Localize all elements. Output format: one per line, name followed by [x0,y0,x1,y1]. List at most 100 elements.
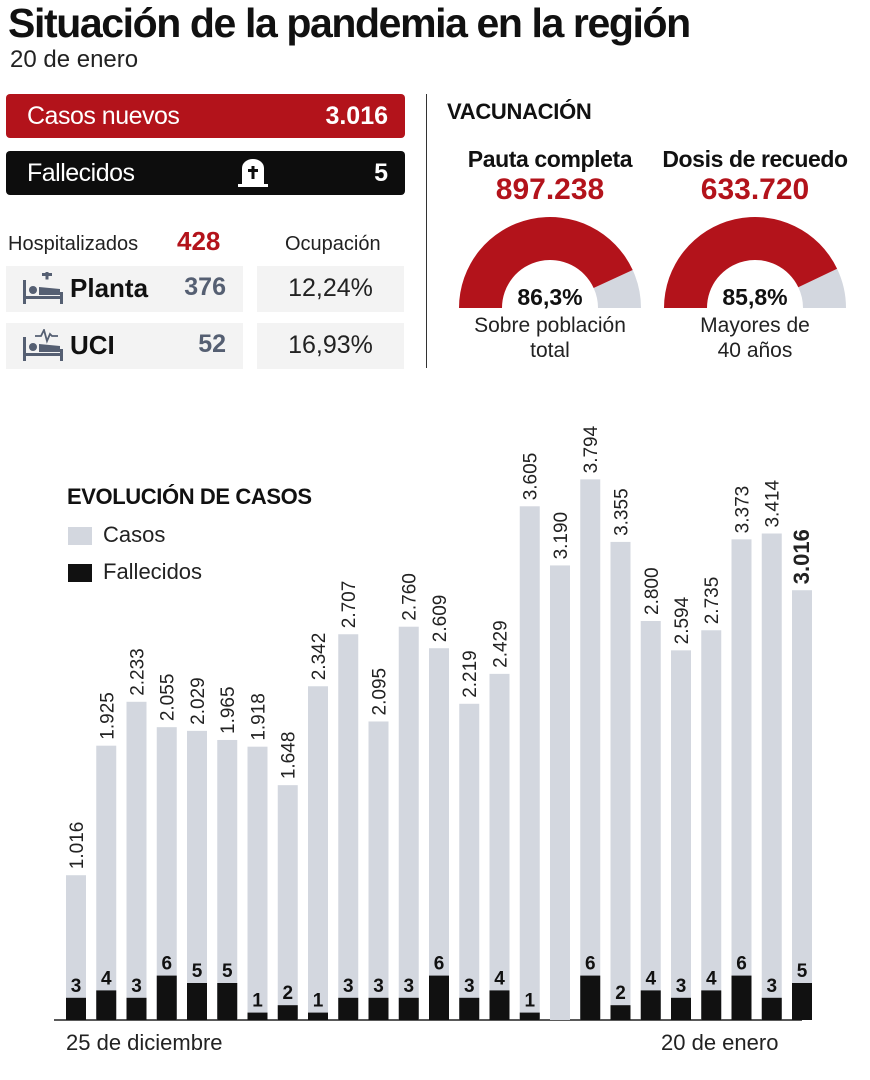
deaths-bar [580,975,601,1020]
deaths-value-label: 1 [252,991,263,1012]
legend-deaths-swatch [68,564,92,582]
deaths-bar [701,990,722,1020]
cases-value-label: 2.095 [370,668,391,716]
vaccination-title: VACUNACIÓN [447,99,592,124]
deaths-value-label: 6 [434,954,445,975]
full-vaccination-subtitle-line1: Sobre población [474,314,626,337]
cases-bar [429,648,449,1020]
booster-subtitle-line2: 40 años [717,339,793,362]
cases-value-label: 3.414 [763,480,784,528]
deaths-bar [368,997,389,1020]
deaths-value-label: 4 [494,968,505,989]
deaths-label: Fallecidos [27,159,135,187]
cases-value-label: 2.233 [128,648,149,696]
full-vaccination-value: 897.238 [495,173,605,206]
deaths-bar [187,983,207,1020]
cases-value-label: 3.605 [521,453,542,501]
deaths-value-label: 3 [766,976,777,997]
deaths-value-label: 3 [131,976,142,997]
icu-name: UCI [70,330,115,360]
deaths-bar [126,997,147,1020]
cases-value-label: 2.760 [400,573,421,621]
cases-value-label: 3.016 [789,529,814,584]
cases-bar [610,541,631,1020]
deaths-bar [96,990,117,1020]
ward-name: Planta [70,273,149,303]
cases-bar [792,590,812,1020]
full-vaccination-heading: Pauta completa [467,146,633,172]
deaths-bar [459,997,480,1020]
booster-value: 633.720 [700,173,810,206]
cases-value-label: 1.016 [67,822,88,870]
deaths-value-label: 3 [464,976,475,997]
deaths-value-label: 1 [313,991,324,1012]
cases-value-label: 2.609 [430,595,451,643]
full-vaccination-subtitle: Sobre población total [450,313,650,363]
ward-occupancy-cell: 12,24% [257,266,404,312]
deaths-value-label: 3 [403,976,414,997]
cases-bar [489,673,510,1020]
deaths-bar [792,983,812,1020]
deaths-bar [489,990,510,1020]
cases-bar [731,539,752,1020]
cases-value-label: 2.219 [460,650,481,698]
deaths-bar [398,997,419,1020]
deaths-bar [277,1005,298,1020]
x-axis-last-label: 20 de enero [661,1030,779,1055]
cases-bar [338,634,359,1020]
deaths-value-label: 2 [615,983,626,1004]
hospital-bed-icon [20,269,66,311]
cases-value-label: 1.925 [97,692,118,740]
deaths-value-label: 1 [524,991,535,1012]
cases-bar [580,479,601,1021]
cases-value-label: 3.373 [733,486,754,534]
gauge-percent-label: 86,3% [517,284,582,310]
deaths-bar [156,975,177,1020]
deaths-value-label: 5 [797,961,808,982]
deaths-value-label: 4 [706,968,717,989]
booster-subtitle: Mayores de 40 años [655,313,855,363]
cases-bar [671,650,691,1020]
deaths-bar [640,990,661,1020]
hospitalized-label: Hospitalizados [8,233,139,255]
cases-bar [368,721,389,1020]
new-cases-box: Casos nuevos 3.016 [6,94,405,138]
cases-bar [277,785,298,1020]
gauge-percent-label: 85,8% [722,284,787,310]
icu-occupancy-cell: 16,93% [257,323,404,369]
deaths-bar [247,1012,268,1020]
cases-bar [217,739,238,1020]
deaths-value: 5 [374,159,388,187]
deaths-value-label: 3 [71,976,82,997]
deaths-bar [731,975,752,1020]
cases-value-label: 2.342 [309,633,330,681]
cases-bar [459,703,480,1020]
cases-bar [640,621,661,1020]
deaths-value-label: 2 [282,983,293,1004]
deaths-value-label: 4 [101,968,112,989]
cases-value-label: 1.965 [218,686,239,734]
gauge-remaining-arc [798,268,846,308]
cases-bar [550,565,570,1020]
deaths-bar [610,1005,631,1020]
icu-value: 52 [198,330,226,358]
cases-bar [761,533,782,1020]
cases-bar [308,686,328,1020]
cases-value-label: 3.794 [581,425,602,473]
deaths-bar [308,1012,328,1020]
cases-value-label: 2.735 [702,577,723,625]
ward-row: Planta 376 [6,266,243,312]
deaths-bar [217,983,238,1020]
legend-cases-label: Casos [103,522,166,547]
booster-subtitle-line1: Mayores de [700,314,810,337]
deaths-bar [429,975,449,1020]
icu-bed-icon [20,327,66,368]
vaccination-gauges: 86,3% 85,8% [459,217,846,310]
cases-value-label: 3.190 [551,512,572,560]
page-date: 20 de enero [10,46,139,73]
chart-title: EVOLUCIÓN DE CASOS [67,484,312,509]
deaths-bar [761,997,782,1020]
cases-value-label: 2.029 [188,677,209,725]
deaths-value-label: 6 [736,954,747,975]
